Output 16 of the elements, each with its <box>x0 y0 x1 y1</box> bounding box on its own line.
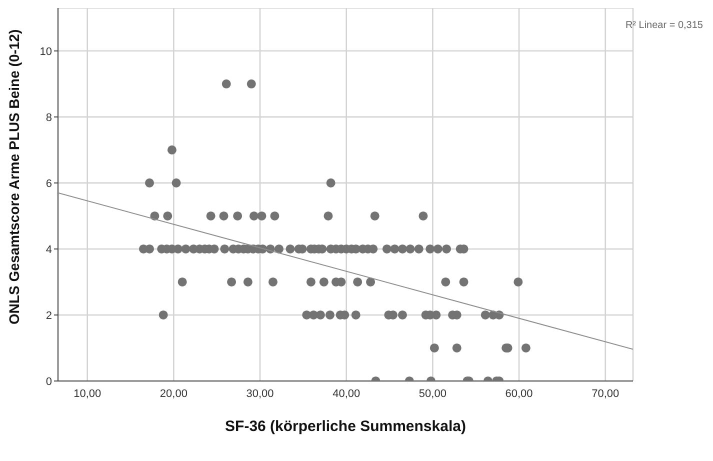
x-tick-label: 10,00 <box>74 388 102 400</box>
annotation: R² Linear = 0,315 <box>625 20 704 31</box>
x-tick-label: 30,00 <box>246 388 274 400</box>
x-tick-label: 50,00 <box>418 388 446 400</box>
x-tick-label: 60,00 <box>505 388 533 400</box>
y-tick-label: 6 <box>46 178 52 190</box>
y-axis-title: ONLS Gesamtscore Arme PLUS Beine (0-12) <box>6 29 22 324</box>
y-tick-label: 2 <box>46 310 52 322</box>
y-tick-label: 8 <box>46 112 52 124</box>
y-tick-label: 4 <box>46 244 52 256</box>
x-tick-label: 40,00 <box>332 388 360 400</box>
y-tick-label: 10 <box>40 46 52 58</box>
y-tick-label: 0 <box>46 376 52 388</box>
x-tick-label: 70,00 <box>592 388 620 400</box>
x-tick-label: 20,00 <box>160 388 188 400</box>
x-axis-title: SF-36 (körperliche Summenskala) <box>225 418 466 435</box>
